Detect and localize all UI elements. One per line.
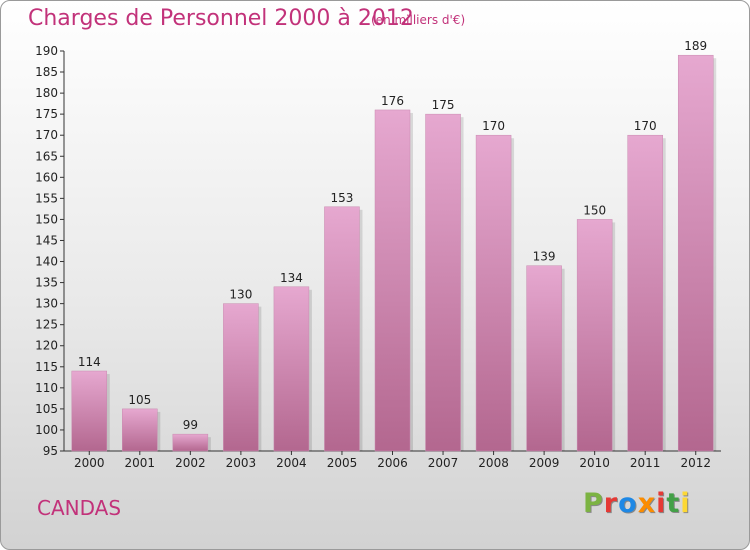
bar-value-label: 105 [128,393,151,407]
bar [475,134,512,452]
logo-letter: t [666,488,681,519]
y-tick-label: 130 [35,297,58,311]
bar [172,433,209,452]
bar-value-label: 130 [229,288,252,302]
x-tick-label: 2012 [680,456,711,470]
y-tick-label: 180 [35,86,58,100]
bar-value-label: 189 [684,39,707,53]
x-tick-label: 2002 [175,456,206,470]
y-tick-label: 110 [35,381,58,395]
bar [273,286,310,452]
bar-value-label: 99 [183,418,198,432]
bar-value-label: 176 [381,94,404,108]
y-tick-label: 170 [35,128,58,142]
x-tick-label: 2006 [377,456,408,470]
x-tick-label: 2008 [478,456,509,470]
logo-letter: o [618,488,638,519]
bar [374,109,411,452]
y-tick-label: 105 [35,402,58,416]
bar-value-label: 153 [331,191,354,205]
bar [526,265,562,452]
x-tick-label: 2000 [74,456,105,470]
x-tick-label: 2005 [327,456,358,470]
city-name: CANDAS [37,496,122,520]
x-tick-label: 2010 [579,456,610,470]
bar-value-label: 170 [482,119,505,133]
logo-letter: x [637,488,657,519]
bar-value-label: 170 [634,119,657,133]
y-tick-label: 185 [35,65,58,79]
bar-value-label: 114 [78,355,101,369]
bar [122,408,158,452]
logo-letter: i [656,488,667,519]
bar [677,54,714,452]
y-tick-label: 140 [35,255,58,269]
bar-value-label: 150 [583,203,606,217]
bar [223,303,259,452]
x-tick-label: 2004 [276,456,307,470]
y-tick-label: 145 [35,233,58,247]
y-tick-label: 175 [35,107,58,121]
bar-value-label: 175 [432,98,455,112]
x-tick-label: 2001 [125,456,156,470]
logo-letter: i [680,488,691,519]
proxiti-logo[interactable]: Proxiti [583,488,691,519]
y-tick-label: 160 [35,170,58,184]
x-tick-label: 2009 [529,456,560,470]
y-tick-label: 135 [35,276,58,290]
y-tick-label: 95 [43,444,58,458]
logo-letter: P [583,488,604,519]
y-tick-label: 115 [35,360,58,374]
x-tick-label: 2003 [226,456,257,470]
bar-value-label: 134 [280,271,303,285]
bar [576,219,613,452]
x-tick-label: 2007 [428,456,459,470]
bar [627,134,663,452]
y-tick-label: 125 [35,318,58,332]
chart-title: Charges de Personnel 2000 à 2012 [28,6,414,31]
y-tick-label: 190 [35,44,58,58]
y-tick-label: 100 [35,423,58,437]
chart-subtitle: (en milliers d'€) [371,13,466,27]
y-tick-label: 155 [35,191,58,205]
bar [324,206,360,452]
bar-value-label: 139 [533,250,556,264]
y-tick-label: 150 [35,212,58,226]
y-tick-label: 165 [35,149,58,163]
bar [425,113,461,452]
bar [71,370,108,452]
x-tick-label: 2011 [630,456,661,470]
logo-letter: r [603,488,619,519]
y-tick-label: 120 [35,339,58,353]
